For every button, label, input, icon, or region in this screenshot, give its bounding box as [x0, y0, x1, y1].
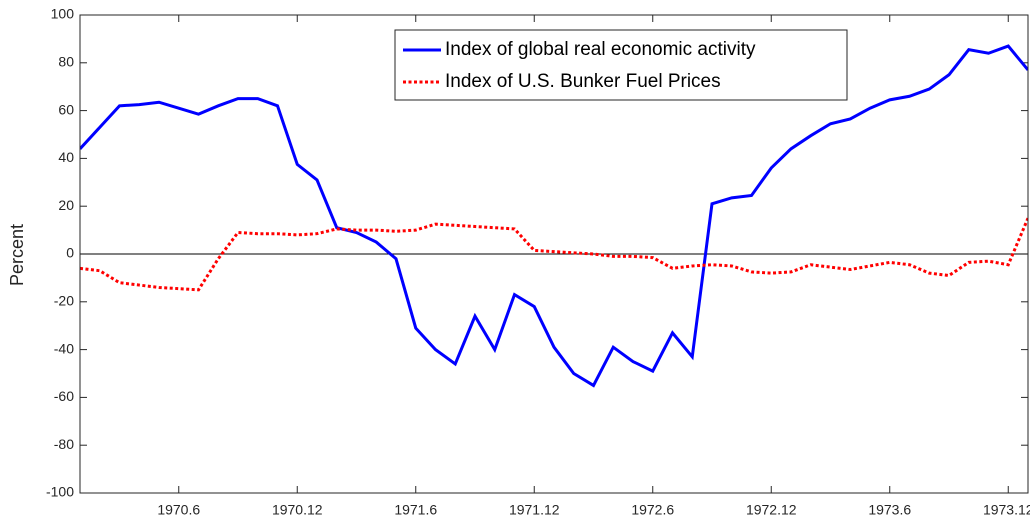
x-tick-label: 1970.6 [157, 502, 200, 518]
x-tick-label: 1970.12 [272, 502, 323, 518]
y-tick-label: -60 [54, 388, 74, 404]
x-tick-label: 1972.6 [631, 502, 674, 518]
legend-label: Index of U.S. Bunker Fuel Prices [445, 71, 721, 92]
y-tick-label: -80 [54, 436, 74, 452]
y-tick-label: -40 [54, 340, 74, 356]
y-tick-label: 20 [58, 197, 74, 213]
x-tick-label: 1971.12 [509, 502, 560, 518]
y-tick-label: 80 [58, 54, 74, 70]
y-tick-label: 0 [66, 245, 74, 261]
y-tick-label: -20 [54, 293, 74, 309]
x-tick-label: 1973.12 [983, 502, 1030, 518]
series-line [80, 44, 1028, 388]
x-tick-label: 1973.6 [868, 502, 911, 518]
x-tick-label: 1971.6 [394, 502, 437, 518]
y-tick-label: 40 [58, 149, 74, 165]
y-tick-label: 60 [58, 101, 74, 117]
y-tick-label: -100 [46, 484, 74, 500]
y-axis-label: Percent [7, 224, 27, 286]
y-tick-label: 100 [51, 6, 75, 22]
legend-label: Index of global real economic activity [445, 39, 756, 60]
plot-frame [79, 14, 1029, 494]
legend-box [394, 29, 848, 101]
x-tick-label: 1972.12 [746, 502, 797, 518]
series-line [80, 217, 1028, 292]
